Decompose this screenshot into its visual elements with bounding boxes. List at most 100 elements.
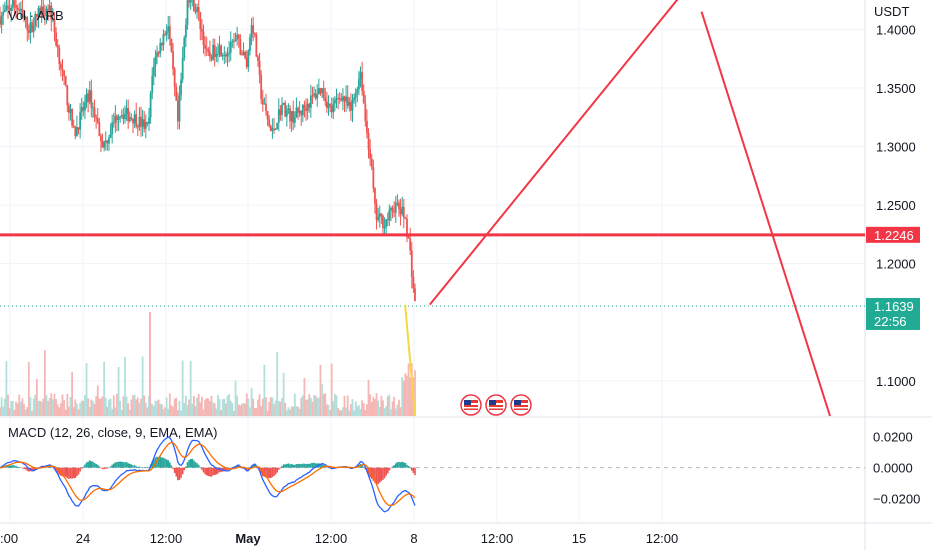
candle-body (148, 117, 150, 124)
volume-bar (61, 394, 64, 416)
macd-histogram-bar (72, 467, 75, 479)
us-flag-icon[interactable] (485, 394, 507, 416)
candle-body (300, 110, 303, 116)
price-axis[interactable]: 1.4000 1.3500 1.3000 1.2500 1.2000 1.1000 0.02… (873, 22, 920, 506)
candle-body (23, 14, 25, 19)
volume-bar (332, 401, 335, 416)
candle-body (88, 90, 91, 102)
macd-histogram-bar (172, 467, 174, 469)
macd-histogram-bar (278, 467, 280, 470)
macd-histogram-bar (124, 462, 126, 468)
volume-bar (398, 399, 400, 416)
candle-body (282, 102, 285, 105)
candle-body (345, 96, 348, 102)
volume-bar (407, 363, 410, 416)
us-flag-icon[interactable] (510, 394, 532, 416)
macd-histogram-bar (236, 465, 238, 468)
volume-bar (130, 399, 133, 416)
macd-histogram-bar (212, 467, 214, 476)
macd-histogram-bar (229, 467, 232, 469)
volume-bar (236, 395, 239, 416)
volume-bar (114, 407, 117, 416)
macd-histogram-bar (385, 467, 387, 476)
macd-histogram-bar (398, 461, 400, 468)
time-axis[interactable]: :00 24 12:00 May 12:00 8 12:00 15 12:00 (0, 531, 678, 546)
volume-bar (2, 406, 5, 416)
macd-histogram-bar (273, 467, 275, 476)
candle-body (250, 25, 253, 38)
candle-body (341, 96, 344, 101)
candle-body (71, 109, 74, 126)
macd-histogram-bar (209, 467, 211, 477)
time-tick-label: 8 (410, 531, 417, 546)
candle-body (266, 111, 269, 120)
volume-bar (225, 403, 227, 416)
macd-histogram-bar (361, 464, 363, 468)
candle-body (180, 79, 182, 96)
volume-bar (213, 403, 216, 416)
macd-histogram-bar (95, 463, 97, 468)
macd-histogram-bar (313, 462, 315, 468)
volume-bar (77, 409, 80, 416)
volume-bar (316, 397, 319, 416)
candle-body (340, 98, 343, 101)
trend-drawings[interactable] (404, 0, 831, 417)
candle-body (79, 112, 82, 130)
candle-body (325, 101, 328, 108)
candle-body (369, 149, 372, 159)
volume-bar (313, 395, 315, 416)
volume-bar (261, 398, 264, 416)
volume-bar (173, 398, 176, 416)
candle-body (374, 188, 376, 204)
volume-bar (343, 395, 346, 416)
candle-body (225, 54, 227, 57)
macd-histogram-bar (125, 462, 128, 468)
macd-histogram-bar (114, 462, 117, 468)
macd-histogram-bar (64, 467, 67, 477)
volume-bar (27, 361, 30, 416)
bar-countdown: 22:56 (874, 314, 907, 329)
candle-body (298, 110, 301, 113)
volume-bar (281, 397, 283, 416)
volume-bar (265, 397, 267, 416)
economic-events[interactable] (460, 394, 532, 416)
candle-body (5, 5, 8, 11)
candle-body (47, 8, 49, 11)
candle-body (151, 76, 154, 94)
candle-body (412, 276, 415, 289)
time-tick-label: :00 (0, 531, 18, 546)
candle-body (101, 141, 104, 148)
macd-histogram-bar (383, 467, 386, 479)
volume-bar (133, 394, 136, 416)
volume-bar (346, 395, 349, 416)
candle-body (183, 37, 186, 59)
time-tick-label: 12:00 (315, 531, 348, 546)
candle-body (178, 95, 181, 122)
macd-histogram-bar (159, 456, 162, 468)
candle-body (149, 93, 152, 118)
candle-body (382, 215, 384, 228)
volume-bar (337, 408, 339, 416)
candle-body (209, 52, 211, 57)
candle-body (390, 207, 392, 210)
candle-body (343, 96, 346, 102)
candle-body (333, 99, 336, 104)
candle-body (253, 33, 256, 35)
volume-bar (79, 403, 82, 416)
volume-bar (100, 398, 102, 416)
volume-bar (207, 398, 210, 416)
volume-bar (258, 394, 261, 416)
candle-body (63, 70, 65, 77)
volume-bar (274, 400, 277, 416)
volume-bar (266, 410, 269, 416)
macd-histogram-bar (76, 467, 78, 477)
volume-bar (140, 398, 142, 416)
candle-body (55, 32, 57, 46)
trend-line (404, 304, 416, 417)
candle-body (194, 11, 197, 13)
us-flag-icon[interactable] (460, 394, 482, 416)
macd-histogram-bar (130, 464, 133, 468)
